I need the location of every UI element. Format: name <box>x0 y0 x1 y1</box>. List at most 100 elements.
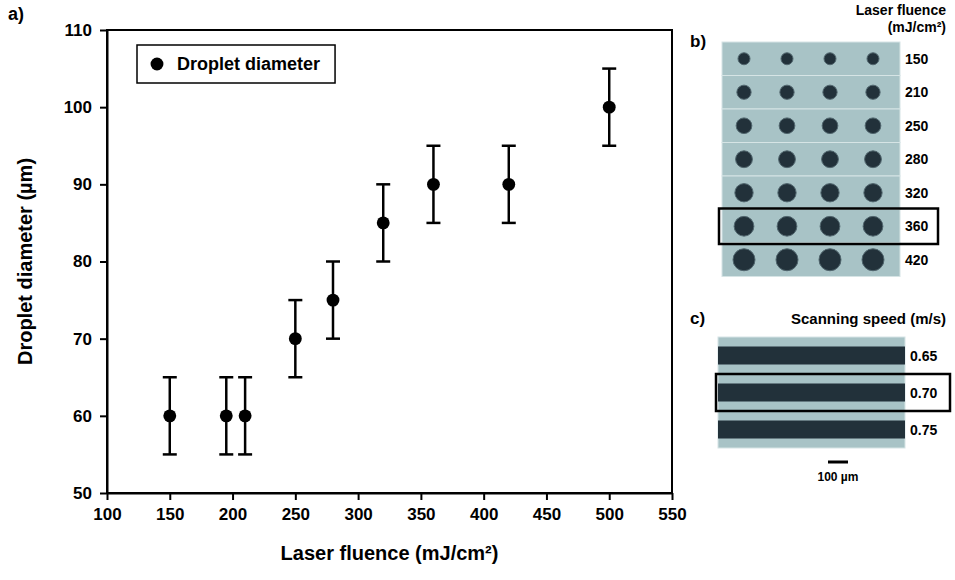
point <box>289 332 302 345</box>
legend: Droplet diameter <box>137 45 335 83</box>
tick: 50 <box>73 484 107 503</box>
error-bar-cap <box>602 145 616 148</box>
tick: 90 <box>73 175 107 194</box>
x-axis: 100150200250300350400450500550 <box>93 493 686 524</box>
tick-label: 90 <box>73 175 92 194</box>
image-strip <box>722 42 900 76</box>
panel-title: Laser fluence(mJ/cm²) <box>856 2 946 35</box>
error-bar-cap <box>238 453 252 456</box>
figure: 1001502002503003504004505005505060708090… <box>0 0 955 580</box>
droplet-image <box>722 42 900 277</box>
droplet <box>864 184 882 202</box>
legend-label: Droplet diameter <box>177 54 320 74</box>
error-bar-cap <box>288 376 302 379</box>
droplet <box>736 151 753 168</box>
tick: 550 <box>658 493 686 524</box>
tick: 100 <box>93 493 121 524</box>
image-strip <box>718 411 905 448</box>
error-bar <box>426 146 440 223</box>
tick-label: 80 <box>73 252 92 271</box>
droplet <box>780 85 794 99</box>
tick-mark <box>609 493 611 500</box>
highlight-box <box>716 374 950 411</box>
droplet <box>821 184 839 202</box>
image-strip <box>718 337 905 374</box>
line-image <box>718 337 905 448</box>
droplet <box>781 53 793 65</box>
point <box>163 409 176 422</box>
tick-label: 450 <box>533 505 561 524</box>
error-bar-cap <box>602 67 616 70</box>
error-bar-cap <box>163 376 177 379</box>
tick-label: 60 <box>73 407 92 426</box>
tick-mark <box>100 338 107 340</box>
droplet <box>734 216 754 236</box>
row-label: 320 <box>905 185 929 201</box>
droplet <box>736 118 752 134</box>
droplet <box>778 184 796 202</box>
droplet <box>777 216 797 236</box>
row-label: 150 <box>905 51 929 67</box>
error-bar-cap <box>163 453 177 456</box>
data-marks <box>163 69 616 455</box>
droplet <box>733 249 755 271</box>
tick: 400 <box>470 493 498 524</box>
row-label: 0.65 <box>910 348 937 364</box>
droplet <box>867 53 879 65</box>
tick-label: 500 <box>596 505 624 524</box>
tick: 60 <box>73 407 107 426</box>
point <box>502 178 515 191</box>
row-label: 280 <box>905 151 929 167</box>
error-bar <box>238 377 252 454</box>
tick-mark <box>483 493 485 500</box>
tick-mark <box>100 30 107 32</box>
image-strip <box>722 76 900 110</box>
droplet <box>776 249 798 271</box>
row-label: 210 <box>905 84 929 100</box>
droplet <box>822 151 839 168</box>
point <box>603 101 616 114</box>
error-bar-cap <box>426 222 440 225</box>
scale-bar-label: 100 µm <box>818 470 859 484</box>
droplet <box>822 118 838 134</box>
point <box>220 409 233 422</box>
tick: 80 <box>73 252 107 271</box>
droplet <box>737 85 751 99</box>
droplet <box>865 151 882 168</box>
tick-label: 110 <box>65 21 92 40</box>
error-bar-cap <box>376 183 390 186</box>
error-bar-cap <box>502 222 516 225</box>
axis-line <box>108 493 673 495</box>
row-label: 420 <box>905 252 929 268</box>
droplet <box>738 53 750 65</box>
tick-label: 70 <box>73 330 92 349</box>
error-bar-cap <box>426 145 440 148</box>
panel-title: Scanning speed (m/s) <box>791 310 946 327</box>
tick-mark <box>232 493 234 500</box>
tick: 350 <box>407 493 435 524</box>
printed-line <box>718 421 905 439</box>
droplet <box>866 85 880 99</box>
error-bar-cap <box>376 260 390 263</box>
point <box>327 294 340 307</box>
error-bar <box>326 262 340 339</box>
error-bar <box>602 69 616 146</box>
tick-label: 250 <box>282 505 310 524</box>
tick-label: 150 <box>156 505 184 524</box>
droplet <box>862 249 884 271</box>
panel-letter: a) <box>8 4 24 24</box>
y-axis: 5060708090100110 <box>64 21 108 503</box>
tick-label: 350 <box>407 505 435 524</box>
droplet <box>779 151 796 168</box>
droplet <box>820 216 840 236</box>
tick-label: 200 <box>219 505 247 524</box>
droplet <box>819 249 841 271</box>
row-label: 250 <box>905 118 929 134</box>
droplet <box>735 184 753 202</box>
point <box>377 216 390 229</box>
row-label: 0.70 <box>910 385 937 401</box>
tick-mark <box>169 493 171 500</box>
tick: 150 <box>156 493 184 524</box>
tick: 250 <box>282 493 310 524</box>
highlight-box <box>719 209 938 245</box>
